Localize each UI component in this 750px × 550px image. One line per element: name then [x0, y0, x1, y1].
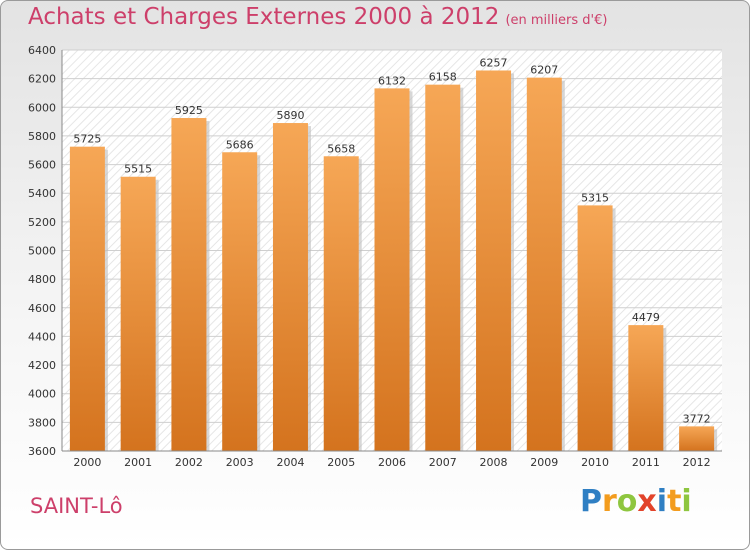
y-tick-label: 4200	[28, 359, 56, 372]
logo-letter: o	[616, 484, 638, 519]
x-tick-label: 2000	[73, 456, 101, 469]
logo-letter: P	[580, 484, 602, 519]
x-tick-label: 2008	[480, 456, 508, 469]
data-label: 6257	[480, 56, 508, 69]
data-label: 5890	[276, 109, 304, 122]
bar-2007	[425, 84, 461, 451]
y-axis-labels: 3600 3800 4000 4200 4400 4600 4800 5000 5200 5400…	[28, 44, 56, 458]
y-tick-label: 6000	[28, 101, 56, 114]
data-label: 5725	[73, 133, 101, 146]
proxiti-logo: Proxiti	[580, 484, 692, 519]
data-label: 5686	[226, 138, 254, 151]
y-tick-label: 4600	[28, 302, 56, 315]
bar-2010	[577, 205, 613, 451]
data-label: 3772	[683, 412, 711, 425]
x-tick-label: 2007	[429, 456, 457, 469]
x-axis-labels: 2000 2001 2002 2003 2004 2005 2006 2007 2008 2009…	[73, 456, 710, 469]
data-label: 5925	[175, 104, 203, 117]
logo-letter: r	[602, 484, 617, 519]
location-label: SAINT-Lô	[30, 494, 123, 518]
logo-letter: i	[656, 484, 668, 519]
x-tick-label: 2011	[632, 456, 660, 469]
y-tick-label: 3600	[28, 445, 56, 458]
bar-2011	[628, 325, 664, 451]
chart-subtitle: (en milliers d'€)	[505, 13, 608, 28]
bars: 5725 5515 5925 5686 5890 5658 6132 6158 6257 6207…	[69, 56, 718, 452]
x-tick-label: 2012	[683, 456, 711, 469]
data-label: 6207	[530, 64, 558, 77]
title-text: Achats et Charges Externes 2000 à 2012	[28, 4, 500, 30]
data-label: 5315	[581, 191, 609, 204]
bar-2012	[679, 426, 715, 451]
y-tick-label: 6400	[28, 44, 56, 57]
y-tick-label: 5200	[28, 216, 56, 229]
data-label: 5515	[124, 163, 152, 176]
y-tick-label: 3800	[28, 416, 56, 429]
bar-2003	[222, 152, 258, 451]
chart-title: Achats et Charges Externes 2000 à 2012 (e…	[28, 4, 607, 30]
bar-2002	[171, 118, 207, 451]
y-tick-label: 5800	[28, 130, 56, 143]
logo-letter: x	[637, 484, 657, 519]
y-tick-label: 5400	[28, 187, 56, 200]
x-tick-label: 2004	[276, 456, 304, 469]
y-tick-label: 6200	[28, 73, 56, 86]
y-tick-label: 5000	[28, 245, 56, 258]
data-label: 6158	[429, 71, 457, 84]
x-tick-label: 2006	[378, 456, 406, 469]
logo-letter: t	[667, 484, 682, 519]
y-tick-label: 5600	[28, 159, 56, 172]
bar-2008	[476, 70, 512, 451]
x-tick-label: 2009	[530, 456, 558, 469]
bar-2004	[272, 123, 308, 452]
x-tick-label: 2001	[124, 456, 152, 469]
bar-2006	[374, 88, 410, 451]
y-tick-label: 4800	[28, 273, 56, 286]
y-tick-label: 4000	[28, 388, 56, 401]
x-tick-label: 2002	[175, 456, 203, 469]
x-tick-label: 2010	[581, 456, 609, 469]
data-label: 5658	[327, 142, 355, 155]
y-tick-label: 4400	[28, 330, 56, 343]
x-tick-label: 2003	[226, 456, 254, 469]
logo-letter: i	[681, 484, 692, 519]
data-label: 6132	[378, 74, 406, 87]
bar-2009	[526, 77, 562, 452]
data-label: 4479	[632, 311, 660, 324]
bar-2005	[323, 156, 359, 451]
bar-2001	[120, 176, 156, 452]
x-tick-label: 2005	[327, 456, 355, 469]
bar-2000	[69, 146, 105, 451]
